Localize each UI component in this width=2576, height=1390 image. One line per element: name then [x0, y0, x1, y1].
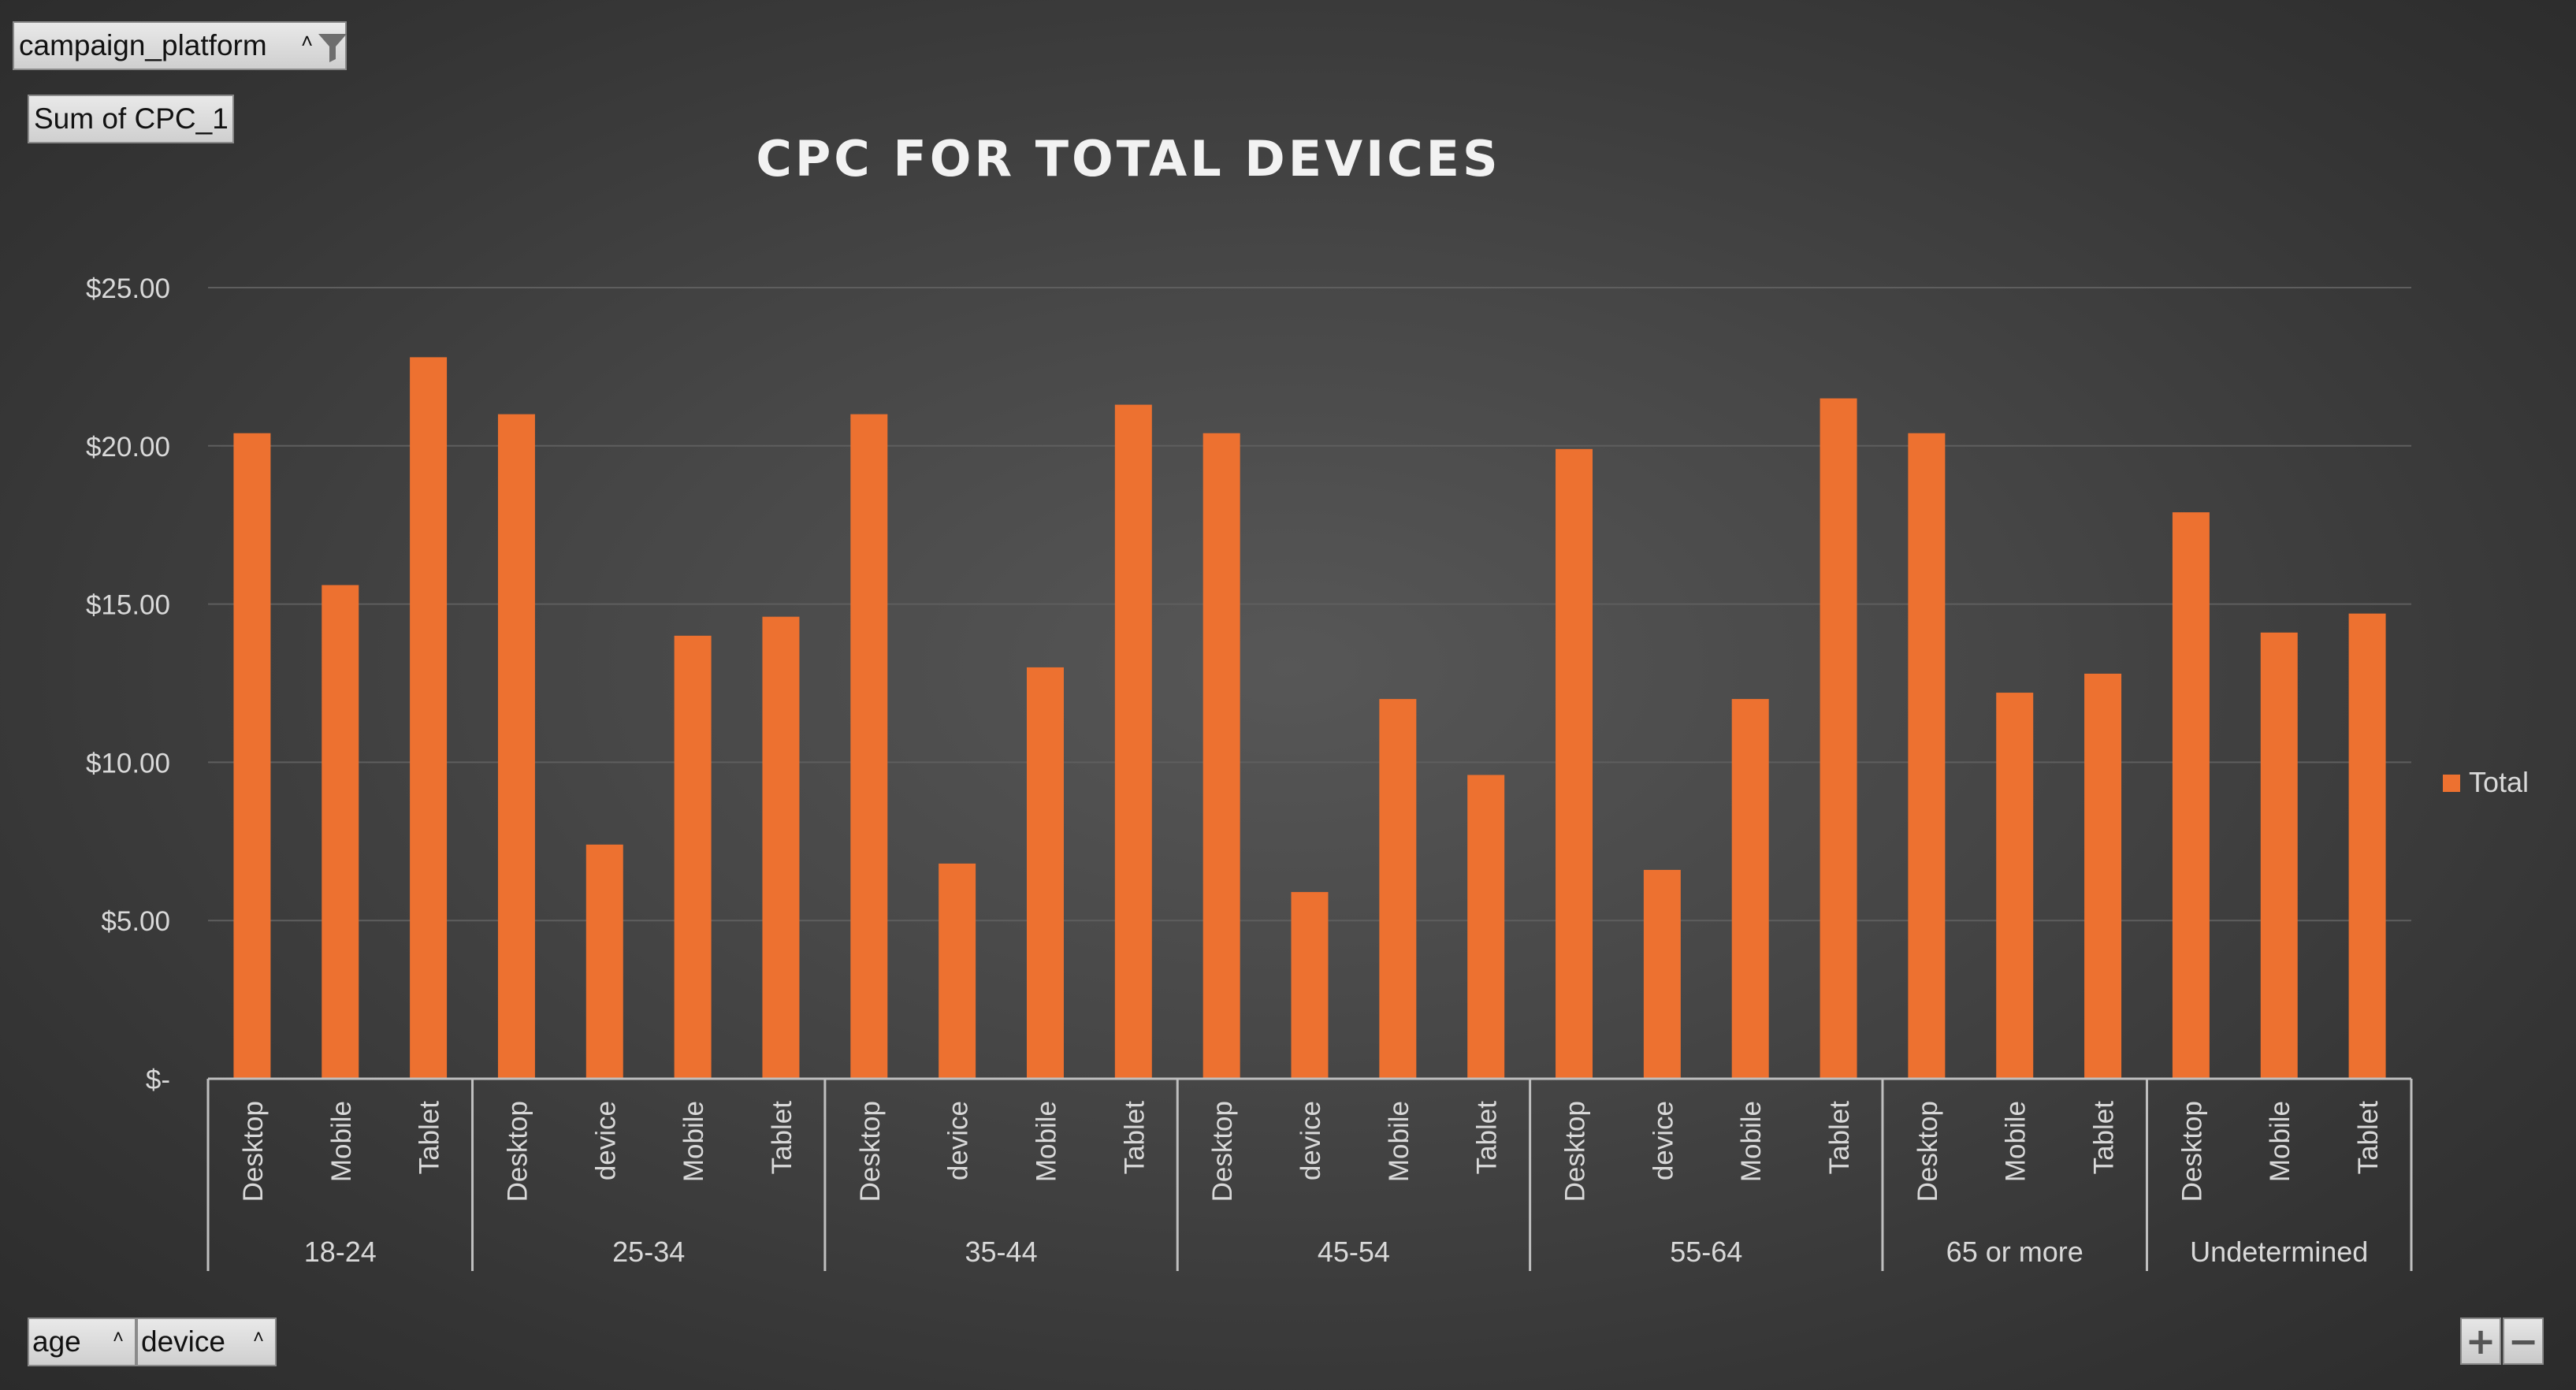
x-group-label: 65 or more — [1946, 1236, 2083, 1268]
x-category-label: Desktop — [502, 1101, 533, 1202]
y-tick-label: $25.00 — [86, 273, 170, 304]
bar-18-24-mobile — [322, 585, 359, 1079]
x-category-label: device — [1295, 1101, 1326, 1180]
x-category-label: Tablet — [414, 1101, 445, 1175]
y-tick-label: $- — [146, 1065, 170, 1095]
x-category-label: device — [943, 1101, 974, 1180]
x-group-label: 25-34 — [612, 1236, 685, 1268]
y-axis-tick-labels: $- $5.00 $10.00 $15.00 $20.00 $25.00 — [86, 273, 170, 1095]
bar-25-34-mobile — [674, 635, 712, 1079]
bar-55-64-desktop — [1556, 448, 1593, 1079]
x-category-label: Tablet — [2353, 1101, 2384, 1175]
x-category-label: Mobile — [1031, 1101, 1061, 1182]
x-category-label: device — [1648, 1101, 1678, 1180]
legend-swatch-total — [2443, 775, 2460, 792]
bar-65-or-more-mobile — [1996, 693, 2034, 1079]
x-category-label: Mobile — [1384, 1101, 1414, 1182]
bar-25-34-tablet — [762, 616, 800, 1079]
x-category-label: Mobile — [326, 1101, 357, 1182]
funnel-filter-icon — [318, 34, 347, 62]
x-category-label: Desktop — [1912, 1101, 1943, 1202]
x-category-label: Desktop — [238, 1101, 269, 1202]
age-axis-field-button[interactable]: age ˄ — [28, 1318, 136, 1366]
x-category-label: Tablet — [1824, 1101, 1855, 1175]
y-tick-label: $15.00 — [86, 590, 170, 621]
bar-65-or-more-desktop — [1908, 433, 1946, 1079]
gridlines — [208, 287, 2411, 922]
bar-35-44-desktop — [850, 414, 888, 1079]
bar-65-or-more-tablet — [2084, 673, 2122, 1079]
dropdown-arrow-icon: ˄ — [112, 1327, 124, 1348]
bar-45-54-device — [1291, 892, 1329, 1079]
bar-35-44-device — [939, 863, 976, 1079]
age-field-label: age — [32, 1325, 81, 1358]
x-group-label: Undetermined — [2190, 1236, 2368, 1268]
bar-undetermined-desktop — [2172, 512, 2210, 1079]
x-category-label: Desktop — [855, 1101, 886, 1202]
y-tick-label: $5.00 — [101, 906, 170, 937]
x-category-label: Desktop — [2176, 1101, 2207, 1202]
y-tick-label: $10.00 — [86, 748, 170, 779]
x-axis: Desktop Mobile Tablet 18-24 Desktop device Mob… — [206, 1077, 2413, 1271]
dropdown-arrow-icon: ˄ — [301, 29, 314, 53]
x-category-label: Mobile — [678, 1101, 709, 1182]
filter-field-label: campaign_platform — [19, 29, 267, 61]
x-group-label: 18-24 — [304, 1236, 377, 1268]
dropdown-arrow-icon: ˄ — [252, 1327, 264, 1348]
x-category-label: Tablet — [1119, 1101, 1150, 1175]
x-category-label: Desktop — [1207, 1101, 1238, 1202]
bars — [233, 357, 2386, 1079]
y-tick-label: $20.00 — [86, 432, 170, 463]
bar-undetermined-tablet — [2348, 613, 2386, 1079]
bar-45-54-desktop — [1203, 433, 1240, 1079]
x-category-label: Desktop — [1560, 1101, 1591, 1202]
bar-45-54-tablet — [1467, 775, 1505, 1079]
x-group-label: 55-64 — [1670, 1236, 1742, 1268]
legend: Total — [2443, 766, 2529, 798]
bar-35-44-mobile — [1026, 667, 1064, 1079]
bar-25-34-desktop — [497, 414, 535, 1079]
device-axis-field-button[interactable]: device ˄ — [136, 1318, 277, 1366]
value-field-label: Sum of CPC_1 — [34, 102, 229, 135]
collapse-field-button[interactable]: − — [2503, 1318, 2544, 1365]
x-category-label: Tablet — [767, 1101, 797, 1175]
x-group-label: 35-44 — [965, 1236, 1038, 1268]
bar-undetermined-mobile — [2260, 632, 2298, 1079]
sum-of-cpc-value-field-button[interactable]: Sum of CPC_1 — [28, 95, 234, 143]
x-category-label: device — [590, 1101, 621, 1180]
bar-55-64-tablet — [1820, 398, 1857, 1079]
bar-35-44-tablet — [1114, 404, 1152, 1079]
x-category-label: Tablet — [2089, 1101, 2120, 1175]
bar-55-64-mobile — [1731, 699, 1769, 1079]
bar-18-24-tablet — [410, 357, 448, 1079]
bar-18-24-desktop — [233, 433, 271, 1079]
x-category-label: Mobile — [1736, 1101, 1767, 1182]
bar-25-34-device — [585, 844, 623, 1079]
bar-55-64-device — [1643, 869, 1681, 1079]
chart-title: CPC FOR TOTAL DEVICES — [756, 130, 1500, 188]
x-category-label: Mobile — [2265, 1101, 2295, 1182]
campaign-platform-filter-button[interactable]: campaign_platform ˄ — [13, 21, 347, 70]
x-group-label: 45-54 — [1318, 1236, 1390, 1268]
x-category-label: Tablet — [1472, 1101, 1503, 1175]
legend-label-total: Total — [2469, 766, 2529, 798]
expand-field-button[interactable]: + — [2460, 1318, 2501, 1365]
device-field-label: device — [141, 1325, 225, 1358]
bar-45-54-mobile — [1379, 699, 1417, 1079]
x-category-label: Mobile — [2001, 1101, 2031, 1182]
